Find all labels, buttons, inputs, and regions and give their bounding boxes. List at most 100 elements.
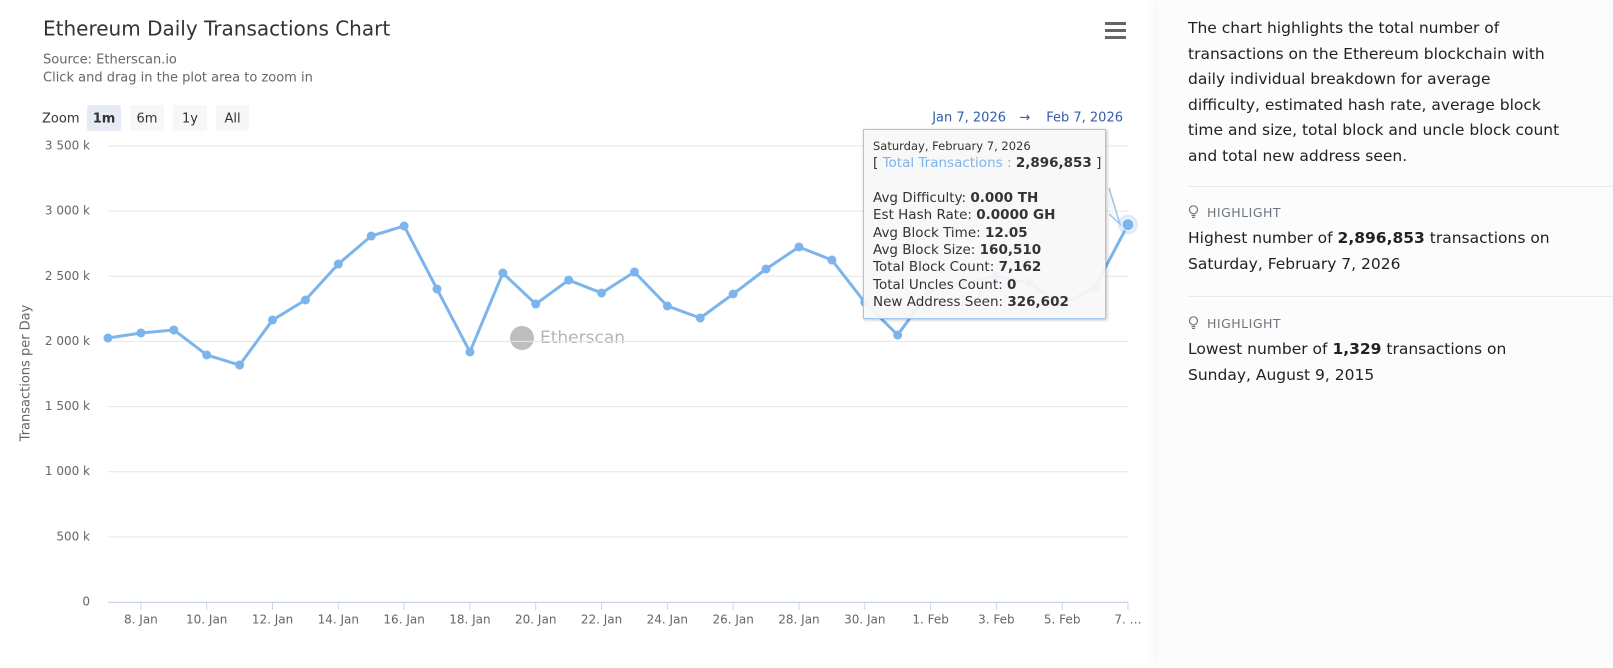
chart-subtitle: Source: Etherscan.io [43, 53, 177, 68]
highlight-value: 1,329 [1332, 340, 1382, 358]
point [235, 360, 245, 370]
divider [1188, 296, 1613, 297]
zoom-button[interactable]: 6m [130, 105, 164, 131]
y-axis-title: Transactions per Day [19, 304, 34, 442]
tooltip-rows: Avg Difficulty: 0.000 TH Est Hash Rate: 0… [873, 190, 1105, 312]
highlight-prefix: Highest number of [1188, 229, 1333, 247]
zoom-button-bg [130, 105, 164, 131]
tooltip-series-name: Total Transactions : [882, 155, 1012, 172]
zoom-button-bg [173, 105, 207, 131]
x-tick-label: 5. Feb [1044, 613, 1081, 627]
highlight-value: 2,896,853 [1337, 229, 1425, 247]
highlight-label: HIGHLIGHT [1188, 203, 1563, 223]
bulb [1188, 316, 1199, 326]
menu-bar [1105, 36, 1126, 39]
highlight-suffix: transactions on Saturday, February 7, 20… [1188, 229, 1550, 273]
tooltip-row-label: Avg Difficulty: [873, 189, 967, 206]
point [333, 259, 343, 269]
point-highlighted [1121, 218, 1135, 232]
sidebar: The chart highlights the total number of… [1158, 0, 1613, 664]
bulb-base [1191, 214, 1196, 219]
x-tick-label: 18. Jan [449, 613, 490, 627]
x-tick-label: 8. Jan [124, 613, 158, 627]
point [597, 288, 607, 298]
point [103, 333, 113, 343]
zoom-button-bg [87, 105, 121, 131]
y-tick-label: 500 k [56, 529, 90, 543]
highlight-label-text: HIGHLIGHT [1207, 205, 1282, 220]
highlight-suffix: transactions on Sunday, August 9, 2015 [1188, 340, 1507, 384]
tooltip-row: Est Hash Rate: 0.0000 GH [873, 207, 1105, 224]
chart-title: Ethereum Daily Transactions Chart [43, 17, 390, 41]
tooltip-row: Avg Block Size: 160,510 [873, 242, 1105, 259]
tooltip: Saturday, February 7, 2026 [ Total Trans… [863, 129, 1106, 319]
point [662, 301, 672, 311]
bulb-icon [1188, 316, 1199, 330]
bracket: ] [1096, 155, 1102, 172]
watermark: Etherscan [510, 326, 625, 350]
x-tick-label: 20. Jan [515, 613, 556, 627]
y-tick-label: 3 000 k [45, 204, 90, 218]
description: The chart highlights the total number of… [1188, 19, 1560, 165]
point [202, 350, 212, 360]
x-tick-label: 10. Jan [186, 613, 227, 627]
tooltip-row-label: Avg Block Size: [873, 242, 976, 259]
tooltip-row-label: Total Uncles Count: [873, 276, 1003, 293]
point [827, 255, 837, 265]
tooltip-row-label: Total Block Count: [873, 259, 995, 276]
y-tick-label: 1 000 k [45, 464, 90, 478]
menu-bar [1105, 29, 1126, 32]
tooltip-row-value: 12.05 [984, 224, 1028, 241]
tooltip-row-value: 160,510 [979, 242, 1042, 259]
point [366, 231, 376, 241]
zoom-button-label: All [224, 112, 240, 127]
tooltip-row-value: 7,162 [998, 259, 1042, 276]
point [399, 221, 409, 231]
tooltip-row-label: Avg Block Time: [873, 224, 981, 241]
zoom-hint: Click and drag in the plot area to zoom … [43, 71, 313, 86]
highlight-label: HIGHLIGHT [1188, 314, 1563, 334]
point [300, 295, 310, 305]
menu-button[interactable] [1105, 22, 1126, 39]
point [695, 313, 705, 323]
divider [1188, 186, 1613, 187]
tooltip-row: Total Uncles Count: 0 [873, 277, 1105, 294]
point [498, 268, 508, 278]
x-tick-label: 12. Jan [252, 613, 293, 627]
zoom-button[interactable]: 1m [87, 105, 121, 131]
tooltip-row: Avg Block Time: 12.05 [873, 225, 1105, 242]
highlight-prefix: Lowest number of [1188, 340, 1328, 358]
bracket: [ [873, 155, 879, 172]
range-from: Jan 7, 2026 [931, 111, 1006, 126]
tooltip-row-value: 326,602 [1007, 294, 1069, 311]
tooltip-row-value: 0.0000 GH [976, 207, 1056, 224]
tooltip-pointer [1108, 187, 1122, 227]
menu-bar [1105, 22, 1126, 25]
point [728, 289, 738, 299]
zoom-button[interactable]: All [216, 105, 249, 131]
zoom-button-label: 6m [137, 112, 158, 127]
x-tick-label: 14. Jan [318, 613, 359, 627]
zoom-button[interactable]: 1y [173, 105, 207, 131]
bulb [1188, 205, 1199, 215]
tooltip-series: [ Total Transactions : 2,896,853 ] [873, 155, 1105, 172]
zoom-button-label: 1m [93, 112, 116, 127]
bulb-base [1191, 325, 1196, 330]
y-tick-label: 2 000 k [45, 334, 90, 348]
watermark-text: Etherscan [540, 328, 625, 348]
x-tick-label: 7. … [1114, 613, 1141, 627]
point [268, 315, 278, 325]
range-separator: → [1020, 111, 1031, 126]
range-to: Feb 7, 2026 [1046, 111, 1123, 126]
y-tick-label: 3 500 k [45, 139, 90, 153]
tooltip-row-label: New Address Seen: [873, 294, 1004, 311]
highlight-label-text: HIGHLIGHT [1207, 316, 1282, 331]
point [629, 267, 639, 277]
y-tick-label: 0 [82, 595, 90, 609]
zoom-button-bg [216, 105, 249, 131]
point [564, 275, 574, 285]
highlight: HIGHLIGHT Highest number of 2,896,853 tra… [1188, 203, 1563, 277]
highlight-text: Highest number of 2,896,853 transactions… [1188, 226, 1563, 277]
y-tick-label: 1 500 k [45, 399, 90, 413]
